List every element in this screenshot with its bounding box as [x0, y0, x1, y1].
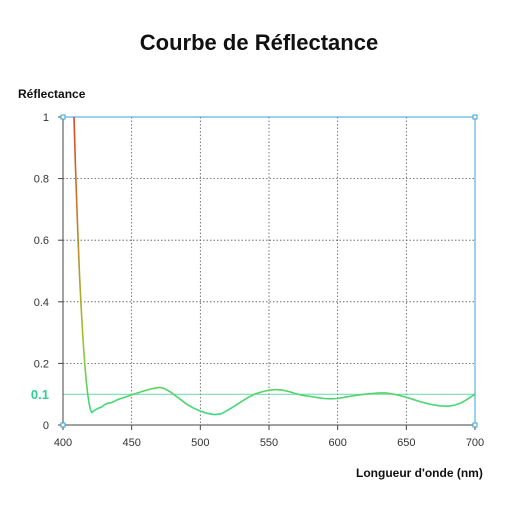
series-layer [73, 116, 476, 416]
reflectance-curve [73, 116, 476, 416]
frame-corner-marker [472, 422, 478, 428]
y-tick-label: 0 [43, 420, 49, 432]
frame-corner-marker [60, 422, 66, 428]
y-tick-label: 0.8 [34, 174, 49, 186]
y-tick-label: 0.2 [34, 358, 49, 370]
x-tick-label: 650 [397, 437, 415, 449]
axis-layer [58, 114, 478, 430]
tick-label-layer: 400 450 500 550 600 650 700 0 0.2 0.4 0.6 0.8 1 0.1 [31, 112, 484, 449]
reference-line-label: 0.1 [31, 387, 49, 402]
x-tick-label: 600 [328, 437, 346, 449]
x-tick-label: 700 [466, 437, 484, 449]
frame-corner-marker [472, 114, 478, 120]
chart-title: Courbe de Réflectance [139, 30, 379, 55]
grid-layer [63, 117, 475, 425]
x-tick-label: 450 [122, 437, 140, 449]
y-axis-label: Réflectance [18, 87, 86, 101]
y-tick-label: 0.4 [34, 297, 49, 309]
x-tick-label: 550 [260, 437, 278, 449]
y-tick-label: 0.6 [34, 235, 49, 247]
x-axis-label: Longueur d'onde (nm) [356, 466, 483, 480]
frame-corner-marker [60, 114, 66, 120]
y-tick-label: 1 [43, 112, 49, 124]
x-tick-label: 500 [191, 437, 209, 449]
x-tick-label: 400 [54, 437, 72, 449]
